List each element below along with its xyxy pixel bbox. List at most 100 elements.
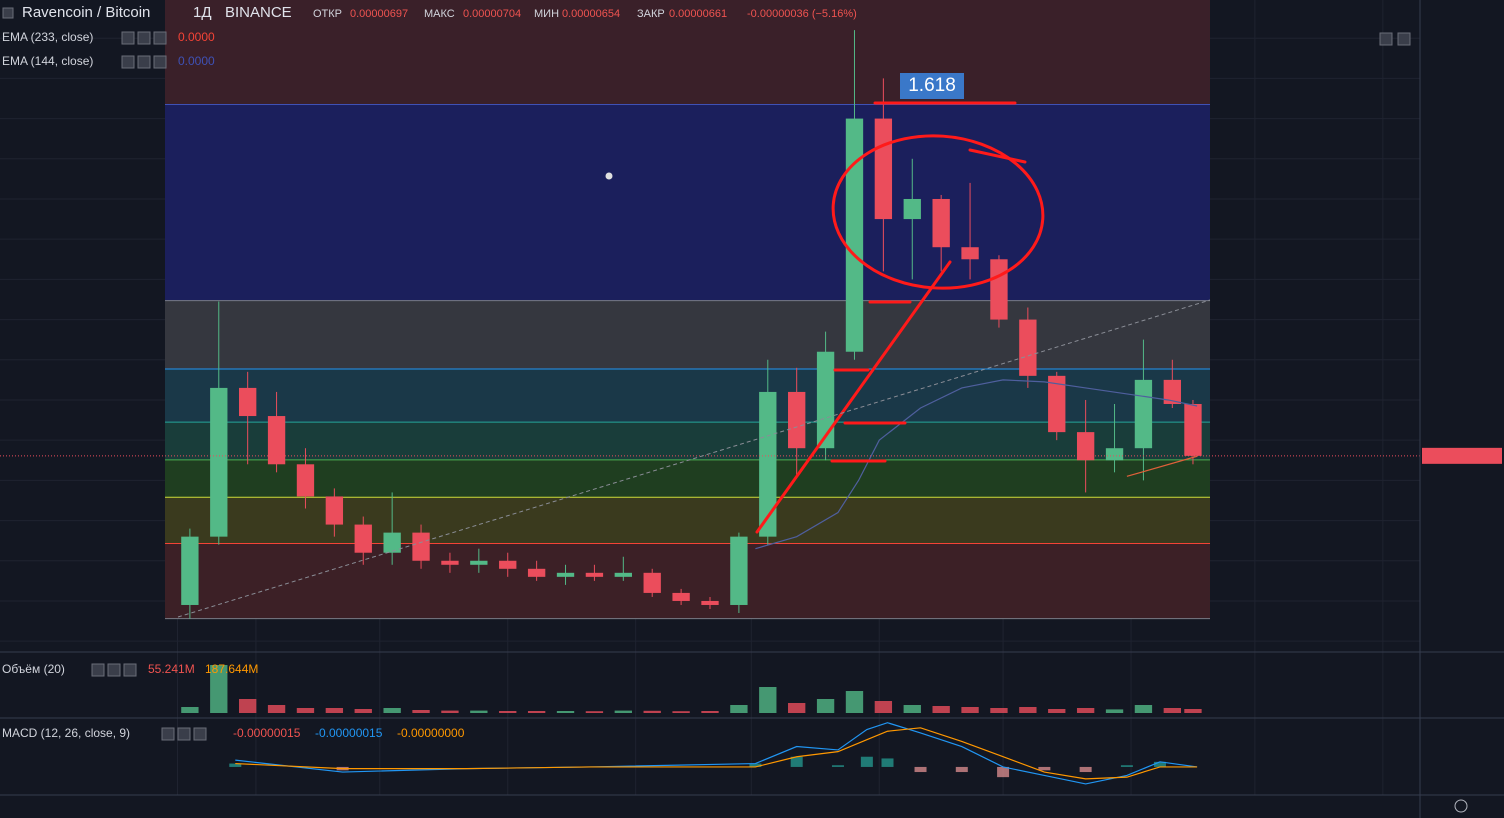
macd-histogram-bar	[955, 766, 968, 773]
volume-bar	[585, 711, 604, 713]
legend-icon[interactable]	[153, 55, 167, 69]
candle-body	[527, 568, 546, 577]
volume-bar	[470, 710, 488, 713]
legend-icon[interactable]	[123, 663, 137, 677]
pane-button[interactable]	[1397, 32, 1411, 46]
symbol: Ravencoin / Bitcoin	[22, 4, 150, 21]
volume-bar	[412, 710, 430, 713]
candle-body	[845, 118, 864, 352]
candle-body	[1019, 319, 1037, 376]
volume-bar	[874, 701, 893, 713]
ohlc-label: МИН	[534, 8, 559, 20]
candle-body	[1184, 403, 1202, 456]
candle-body	[499, 560, 517, 569]
volume-bar	[1105, 709, 1124, 713]
candle-body	[903, 198, 921, 220]
volume-bar	[383, 708, 401, 713]
macd-value: -0.00000015	[233, 726, 301, 740]
candle-body	[788, 391, 806, 449]
settings-button[interactable]	[1454, 799, 1468, 813]
fib-band	[165, 104, 1210, 301]
annotation-box	[900, 73, 964, 99]
indicator-name: EMA (233, close)	[2, 30, 93, 44]
annotation-text: 1.618	[908, 75, 956, 96]
exchange: BINANCE	[225, 4, 292, 21]
volume-bar	[527, 711, 546, 713]
legend-icon[interactable]	[91, 663, 105, 677]
legend-icon[interactable]	[137, 31, 151, 45]
price-axis-bg	[1420, 0, 1504, 818]
ohlc-label: ЗАКР	[637, 8, 665, 20]
candle-body	[412, 532, 430, 561]
collapse-button[interactable]	[2, 7, 14, 19]
macd-histogram-bar	[881, 758, 894, 767]
volume-bar	[210, 665, 228, 713]
legend-icon[interactable]	[137, 55, 151, 69]
volume-bar	[267, 705, 286, 713]
candle-body	[730, 536, 748, 605]
volume-bar	[1134, 705, 1153, 713]
fib-band	[165, 0, 1210, 105]
macd-histogram-bar	[831, 765, 844, 767]
drawn-ellipse	[831, 134, 1045, 290]
volume-bar	[1163, 708, 1181, 713]
macd-histogram-bar	[997, 766, 1010, 778]
volume-value: 55.241M	[148, 662, 195, 676]
indicator-value: 0.0000	[178, 30, 215, 44]
indicator-value: 0.0000	[178, 54, 215, 68]
candle-body	[441, 560, 459, 565]
volume-bar	[1048, 709, 1066, 713]
indicator-name: EMA (144, close)	[2, 54, 93, 68]
drawn-stroke	[968, 148, 1027, 164]
macd-histogram-bar	[229, 763, 242, 767]
volume-bar	[990, 708, 1008, 713]
candle-body	[990, 259, 1008, 320]
legend-icon[interactable]	[161, 727, 175, 741]
macd-title: MACD (12, 26, close, 9)	[2, 726, 130, 740]
legend-icon[interactable]	[121, 55, 135, 69]
legend-icon[interactable]	[153, 31, 167, 45]
volume-value: 187.644M	[205, 662, 258, 676]
candle-body	[325, 496, 344, 525]
candle-body	[1105, 448, 1124, 461]
text-layer: Ravencoin / Bitcoin 1Д BINANCE ОТКР 0.000006…	[2, 4, 857, 740]
volume-bar	[441, 710, 459, 713]
ohlc-value: 0.00000697	[350, 8, 408, 20]
macd-histogram-bar	[860, 756, 873, 767]
pane-button[interactable]	[1379, 32, 1393, 46]
dashed-trend-line	[177, 299, 1211, 618]
candle-body	[210, 387, 228, 537]
fib-band	[165, 422, 1210, 460]
legend-icon[interactable]	[121, 31, 135, 45]
volume-bar	[556, 711, 575, 713]
volume-bar	[1184, 709, 1202, 713]
volume-bar	[1076, 708, 1095, 713]
macd-histogram-bar	[1120, 765, 1133, 767]
volume-bar	[701, 711, 719, 713]
legend-icon[interactable]	[177, 727, 191, 741]
volume-bar	[816, 699, 835, 713]
volume-bar	[932, 706, 950, 713]
interval: 1Д	[193, 4, 212, 21]
cursor-dot	[605, 172, 613, 180]
volume-bar	[1019, 707, 1037, 713]
volume-bar	[730, 705, 748, 713]
legend-icon[interactable]	[107, 663, 121, 677]
macd-histogram-bar	[749, 763, 762, 767]
fib-band	[165, 300, 1210, 370]
candle-body	[614, 572, 632, 577]
macd-histogram-bar	[1079, 766, 1092, 773]
macd-histogram-bar	[790, 756, 803, 767]
candle-body	[267, 416, 286, 465]
volume-bar	[325, 708, 344, 713]
ema-line	[1126, 455, 1198, 477]
legend-icon[interactable]	[193, 727, 207, 741]
candle-body	[701, 600, 719, 605]
user-drawings: 1.618	[177, 73, 1211, 618]
volume-bar	[614, 710, 632, 713]
volume-title: Объём (20)	[2, 662, 65, 676]
candle-body	[239, 387, 257, 417]
volume-bar	[672, 711, 690, 713]
candle-body	[296, 464, 315, 497]
